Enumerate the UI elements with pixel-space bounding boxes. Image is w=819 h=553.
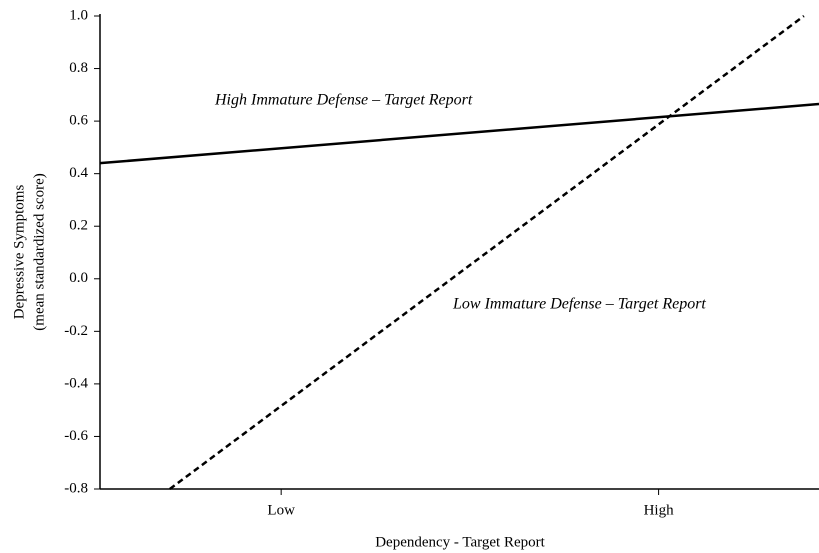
x-axis-title: Dependency - Target Report [375,534,545,550]
y-axis-title: (mean standardized score) [31,173,47,330]
y-tick-label: -0.2 [64,323,88,339]
y-tick-label: -0.6 [64,428,88,444]
y-tick-label: -0.4 [64,375,88,391]
y-tick-label: -0.8 [64,480,88,496]
series-label: High Immature Defense – Target Report [214,92,473,109]
series-label: Low Immature Defense – Target Report [452,296,706,313]
line [99,102,819,165]
y-tick-label: 0.2 [69,218,88,234]
y-tick-label: 0.8 [69,60,88,76]
y-tick-label: 0.0 [69,270,88,286]
y-tick-label: 1.0 [69,7,88,23]
y-tick-label: 0.6 [69,113,88,129]
y-tick-label: 0.4 [69,165,88,181]
x-tick-label: High [644,502,675,518]
y-axis-title: Depressive Symptoms [11,185,27,320]
x-tick-label: Low [267,502,295,518]
line [169,14,805,491]
